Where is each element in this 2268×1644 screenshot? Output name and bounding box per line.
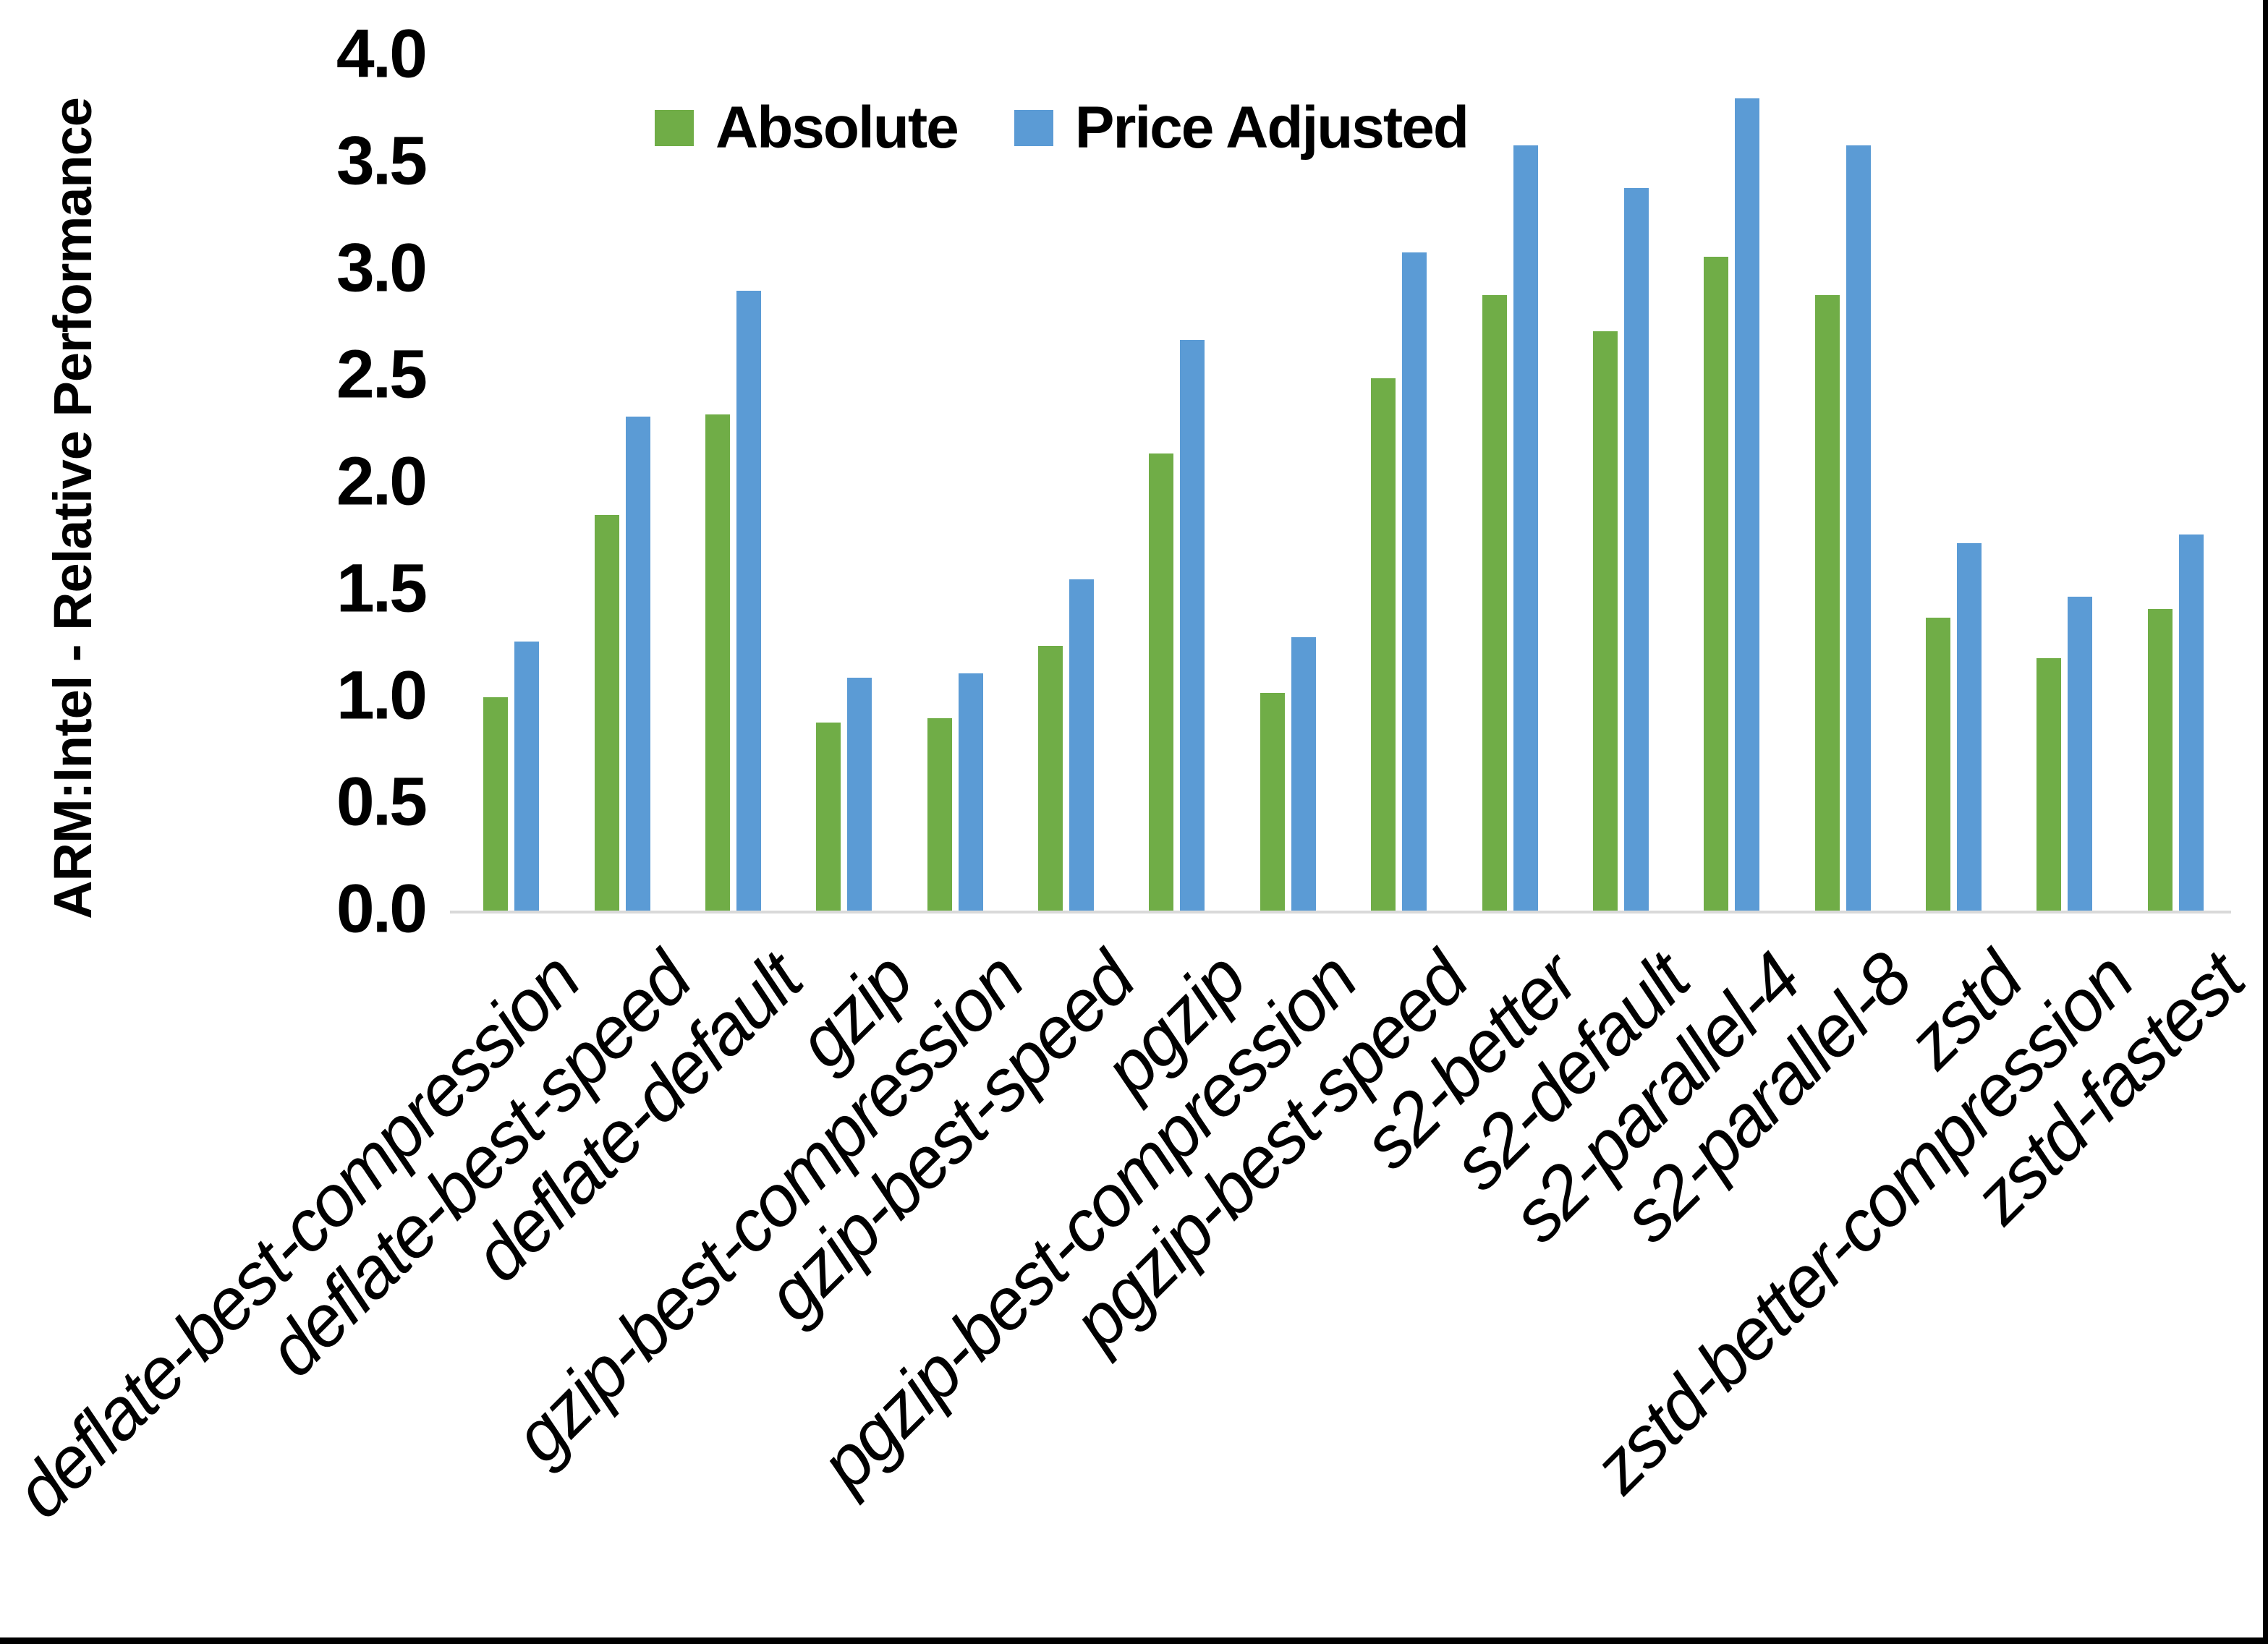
bar-price-adjusted-s2-parallel-8 [1846, 145, 1871, 911]
bar-absolute-zstd-better-compression [2036, 658, 2062, 911]
bar-absolute-deflate-best-speed [594, 515, 619, 911]
bar-absolute-zstd [1926, 618, 1951, 911]
frame-edge-bottom [0, 1637, 2268, 1644]
plot-area [450, 56, 2231, 913]
legend-item-absolute: Absolute [655, 94, 959, 162]
bar-absolute-pgzip [1149, 453, 1174, 911]
legend-label-absolute: Absolute [715, 95, 959, 161]
y-tick-label-0.0: 0.0 [336, 870, 428, 947]
bar-absolute-gzip-best-compression [927, 718, 952, 911]
bar-absolute-s2-default [1592, 331, 1618, 911]
y-axis-tick-labels: 4.0 3.5 3.0 2.5 2.0 1.5 1.0 0.5 0.0 [0, 15, 428, 947]
y-tick-label-3.0: 3.0 [336, 229, 428, 306]
bar-price-adjusted-gzip-best-compression [958, 673, 983, 911]
bar-price-adjusted-gzip [847, 677, 872, 911]
bar-price-adjusted-pgzip [1180, 340, 1205, 911]
bar-absolute-gzip-best-speed [1038, 645, 1063, 911]
bar-price-adjusted-deflate-best-compression [514, 641, 540, 911]
bar-absolute-zstd-fastest [2147, 609, 2173, 911]
bar-price-adjusted-zstd-fastest [2178, 534, 2204, 911]
legend-swatch-absolute [655, 110, 694, 146]
y-tick-label-2.0: 2.0 [336, 443, 428, 520]
bar-price-adjusted-pgzip-best-compression [1291, 636, 1316, 911]
bar-absolute-pgzip-best-speed [1371, 378, 1396, 911]
bar-absolute-deflate-default [705, 414, 730, 911]
legend-label-price-adjusted: Price Adjusted [1074, 95, 1469, 161]
bar-price-adjusted-s2-better [1513, 145, 1538, 911]
bar-absolute-deflate-best-compression [483, 697, 509, 911]
y-tick-label-2.5: 2.5 [336, 336, 428, 413]
bar-absolute-s2-parallel-8 [1814, 294, 1840, 911]
bar-price-adjusted-pgzip-best-speed [1402, 252, 1427, 911]
legend-item-price-adjusted: Price Adjusted [1014, 94, 1469, 162]
bar-absolute-s2-better [1482, 294, 1507, 911]
y-tick-label-3.5: 3.5 [336, 122, 428, 200]
bar-price-adjusted-zstd-better-compression [2068, 596, 2093, 911]
bar-price-adjusted-deflate-best-speed [625, 417, 650, 911]
legend: Absolute Price Adjusted [655, 94, 1469, 162]
bar-absolute-s2-parallel-4 [1704, 256, 1729, 911]
legend-swatch-price-adjusted [1014, 110, 1053, 146]
bar-price-adjusted-s2-default [1623, 188, 1649, 911]
bar-absolute-pgzip-best-compression [1260, 692, 1285, 911]
y-tick-label-0.5: 0.5 [336, 763, 428, 840]
frame-edge-right [2263, 0, 2268, 1644]
y-tick-label-4.0: 4.0 [336, 15, 428, 93]
y-tick-label-1.0: 1.0 [336, 656, 428, 733]
bar-absolute-gzip [816, 722, 841, 911]
bar-price-adjusted-gzip-best-speed [1069, 579, 1095, 911]
bar-price-adjusted-deflate-default [736, 291, 761, 911]
y-tick-label-1.5: 1.5 [336, 550, 428, 627]
bar-price-adjusted-zstd [1957, 542, 1982, 911]
x-axis-line [450, 911, 2231, 913]
bar-price-adjusted-s2-parallel-4 [1735, 98, 1760, 911]
